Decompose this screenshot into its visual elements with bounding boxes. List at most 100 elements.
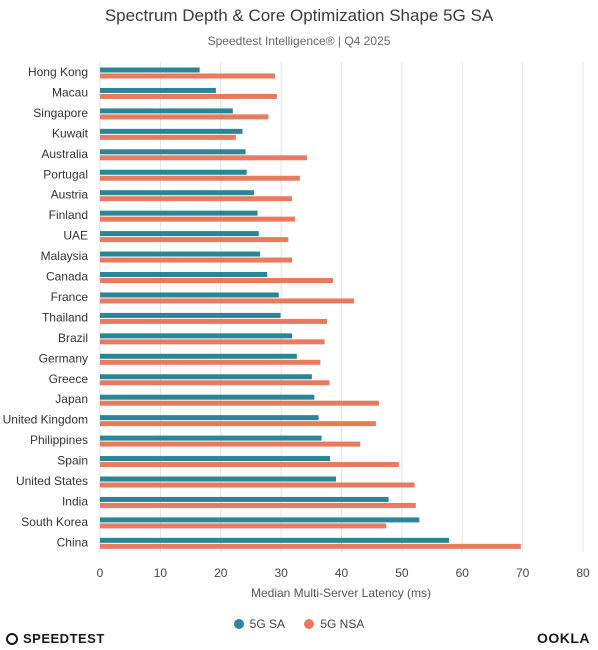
bar-5g-nsa: [100, 502, 416, 508]
category-labels: Hong Kong Macau Singapore Kuwait Australia Po…: [3, 65, 89, 549]
legend: 5G SA 5G NSA: [0, 617, 598, 632]
x-tick-label: 50: [395, 566, 409, 580]
x-tick-label: 30: [274, 566, 288, 580]
category-label: China: [57, 535, 89, 549]
category-label: United Kingdom: [3, 413, 88, 427]
bar-5g-nsa: [100, 400, 379, 406]
bar-5g-nsa: [100, 155, 308, 161]
bar-5g-sa: [100, 312, 281, 318]
bar-5g-sa: [100, 333, 292, 339]
bar-5g-nsa: [100, 114, 269, 120]
bar-5g-nsa: [100, 482, 415, 488]
bar-5g-sa: [100, 251, 260, 257]
bar-5g-nsa: [100, 421, 376, 427]
x-tick-labels: 0 10 20 30 40 50 60 70 80: [97, 566, 590, 580]
x-tick-label: 10: [154, 566, 168, 580]
bar-5g-nsa: [100, 257, 292, 263]
legend-label-5g-nsa: 5G NSA: [320, 617, 365, 631]
bar-5g-nsa: [100, 298, 355, 304]
bar-5g-sa: [100, 496, 389, 502]
category-label: Canada: [46, 270, 88, 284]
bar-5g-nsa: [100, 339, 325, 345]
bar-5g-nsa: [100, 278, 334, 283]
x-tick-label: 40: [335, 566, 349, 580]
bar-5g-sa: [100, 537, 449, 543]
category-label: Germany: [39, 351, 88, 365]
bar-5g-nsa: [100, 237, 289, 243]
category-label: Australia: [41, 147, 88, 161]
category-label: Japan: [55, 392, 88, 406]
x-axis-label: Median Multi-Server Latency (ms): [251, 586, 431, 600]
bar-5g-sa: [100, 169, 247, 175]
grid-lines: [99, 62, 584, 552]
bar-5g-sa: [100, 272, 268, 277]
ookla-logo: OOKLA: [536, 630, 590, 646]
category-label: South Korea: [21, 515, 88, 529]
category-label: France: [51, 290, 89, 304]
bar-5g-sa: [100, 415, 319, 421]
bar-5g-nsa: [100, 359, 321, 365]
speedtest-gauge-icon: [6, 632, 18, 645]
bar-chart: Hong Kong Macau Singapore Kuwait Australia Po…: [3, 62, 590, 600]
category-label: Brazil: [58, 331, 88, 345]
bar-5g-sa: [100, 108, 233, 114]
bar-5g-sa: [100, 190, 254, 196]
bar-5g-sa: [100, 231, 259, 237]
category-label: Hong Kong: [28, 65, 88, 79]
bar-5g-sa: [100, 456, 331, 462]
bar-5g-nsa: [100, 216, 296, 222]
x-tick-label: 60: [456, 566, 470, 580]
bar-5g-sa: [100, 87, 216, 93]
bar-5g-nsa: [100, 543, 521, 549]
bar-5g-nsa: [100, 196, 292, 202]
bar-5g-nsa: [100, 380, 330, 386]
category-label: India: [62, 494, 88, 508]
bar-5g-sa: [100, 149, 246, 155]
category-label: Singapore: [33, 106, 88, 120]
legend-swatch-5g-sa: [233, 619, 244, 629]
bar-5g-sa: [100, 292, 279, 298]
bars: [100, 67, 521, 549]
bar-5g-sa: [100, 353, 297, 359]
legend-item-5g-nsa: 5G NSA: [304, 617, 364, 631]
bar-5g-sa: [100, 210, 258, 216]
category-label: Macau: [52, 85, 88, 99]
bar-5g-nsa: [100, 318, 328, 324]
bar-5g-nsa: [100, 175, 300, 181]
chart-subtitle: Speedtest Intelligence® | Q4 2025: [207, 34, 391, 48]
bar-5g-sa: [100, 435, 322, 441]
category-label: Greece: [49, 372, 89, 386]
x-tick-label: 80: [576, 566, 590, 580]
bar-5g-sa: [100, 394, 315, 400]
bar-5g-nsa: [100, 93, 277, 99]
bar-5g-sa: [100, 128, 243, 134]
category-label: Kuwait: [52, 126, 89, 140]
bar-5g-nsa: [100, 441, 361, 447]
speedtest-wordmark: SPEEDTEST: [23, 631, 105, 646]
x-tick-label: 20: [214, 566, 228, 580]
category-label: United States: [16, 474, 88, 488]
category-label: Thailand: [42, 310, 88, 324]
chart-title: Spectrum Depth & Core Optimization Shape…: [104, 6, 494, 25]
bar-5g-nsa: [100, 134, 236, 140]
legend-item-5g-sa: 5G SA: [233, 617, 285, 631]
bar-5g-nsa: [100, 523, 387, 529]
bar-5g-sa: [100, 374, 312, 380]
category-label: Malaysia: [41, 249, 89, 263]
category-label: Spain: [57, 454, 88, 468]
bar-5g-sa: [100, 517, 420, 523]
category-label: Austria: [51, 188, 89, 202]
category-label: Philippines: [30, 433, 88, 447]
bar-5g-nsa: [100, 73, 276, 79]
category-label: UAE: [63, 229, 88, 243]
speedtest-logo: SPEEDTEST: [6, 631, 105, 646]
legend-label-5g-sa: 5G SA: [249, 617, 285, 631]
legend-swatch-5g-nsa: [304, 619, 315, 629]
x-tick-label: 70: [516, 566, 530, 580]
bar-5g-sa: [100, 476, 337, 482]
bar-5g-sa: [100, 67, 200, 73]
category-label: Portugal: [43, 167, 88, 181]
x-tick-label: 0: [97, 566, 104, 580]
category-label: Finland: [49, 208, 88, 222]
bar-5g-nsa: [100, 462, 399, 468]
